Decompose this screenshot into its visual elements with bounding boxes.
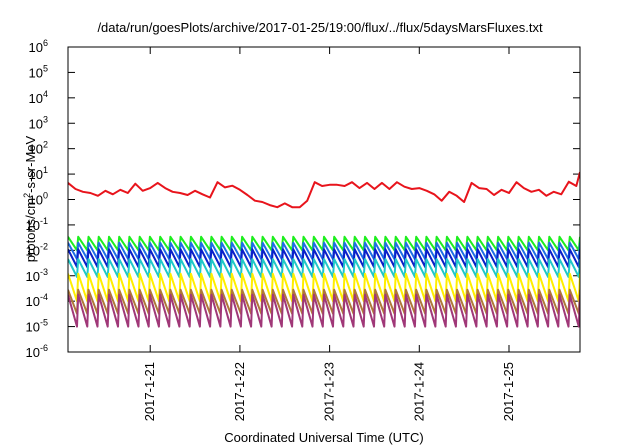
y-tick-label: 101 (29, 165, 48, 182)
series-line-0 (68, 171, 580, 209)
series-line-7 (68, 293, 580, 328)
x-tick-label: 2017-1-21 (142, 362, 157, 421)
y-tick-label: 100 (29, 191, 48, 208)
x-tick-label: 2017-1-22 (232, 362, 247, 421)
y-tick-label: 10-6 (26, 343, 48, 360)
plot-frame (67, 46, 581, 353)
chart-title: /data/run/goesPlots/archive/2017-01-25/1… (97, 20, 543, 35)
y-tick-label: 104 (29, 89, 48, 106)
x-axis-label: Coordinated Universal Time (UTC) (224, 430, 424, 445)
y-tick-label: 102 (29, 140, 48, 157)
x-tick-label: 2017-1-24 (411, 362, 426, 421)
y-tick-label: 103 (29, 114, 48, 131)
x-tick-label: 2017-1-25 (501, 362, 516, 421)
x-tick-label: 2017-1-23 (322, 362, 337, 421)
series-line-4 (68, 258, 580, 278)
y-tick-label: 106 (29, 38, 48, 55)
y-tick-label: 10-1 (26, 216, 48, 233)
y-tick-label: 105 (29, 63, 48, 80)
y-tick-label: 10-2 (26, 241, 48, 258)
y-tick-label: 10-4 (26, 292, 48, 309)
y-tick-label: 10-3 (26, 267, 48, 284)
y-tick-label: 10-5 (26, 318, 48, 335)
